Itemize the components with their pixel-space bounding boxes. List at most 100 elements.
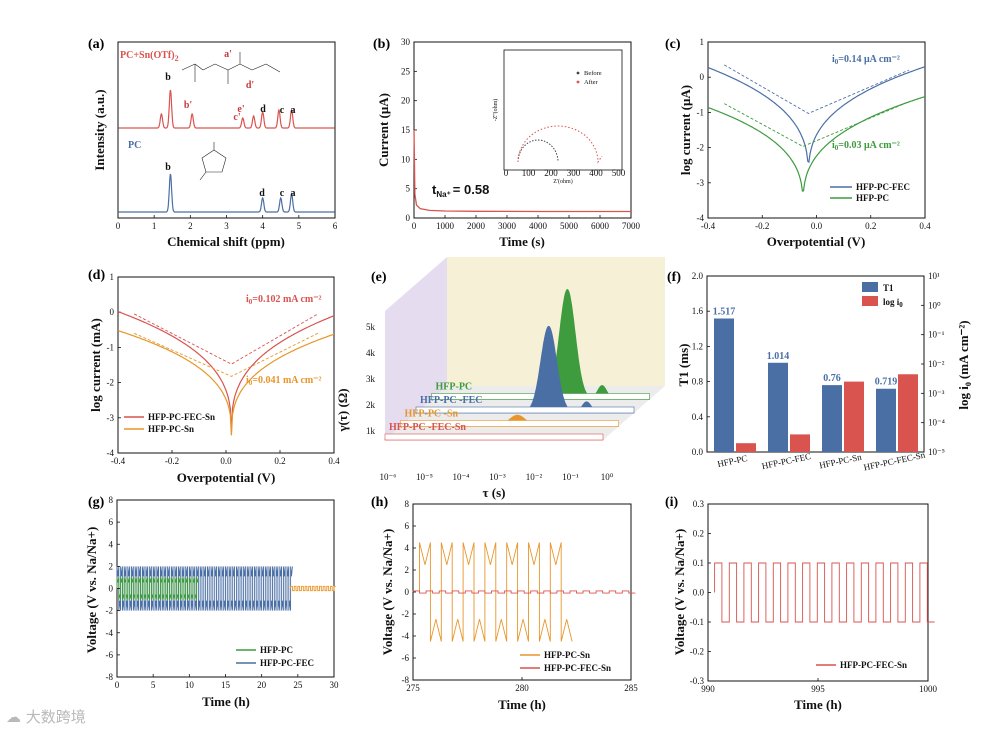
panel-d-x-tick-label: -0.4 [111, 456, 126, 466]
panel-b-x-tick-label: 0 [412, 221, 417, 231]
cloud-icon: ☁ [6, 708, 21, 726]
panel-d-tafel: (d) -0.4 -0.2 0.0 0.2 0.4 -4 -3 -2 -1 0 1 Overpote… [88, 268, 340, 485]
panel-i-y-tick-label: 0.1 [693, 558, 704, 568]
panel-h-y-tick-label: -4 [402, 631, 410, 641]
panel-a-nmr: (a) 0 1 2 3 4 5 6 Chemical shift (ppm) Intensi… [88, 37, 338, 249]
panel-i-y-tick-label: -0.3 [690, 676, 705, 686]
panel-a-series-pc-label: PC [128, 140, 141, 151]
series-hfp-pc-fec-sn [117, 311, 335, 432]
panel-g-y-tick-label: 0 [109, 584, 114, 594]
panel-e-x-tick-label: 10⁰ [601, 472, 614, 482]
panel-a-frame [117, 41, 336, 219]
panel-a-x-tick-label: 2 [188, 221, 193, 231]
legend-hfp-pc-sn: HFP-PC-Sn [148, 424, 194, 434]
inset-x-tick-label: 0 [504, 168, 509, 178]
panel-a-x-tick-label: 5 [297, 221, 302, 231]
panel-f-y-tick-label: 0.8 [692, 377, 704, 387]
panel-e-ylabel: γ(τ) (Ω) [335, 388, 350, 432]
panel-g-x-tick-label: 0 [115, 680, 120, 690]
panel-i-frame [707, 503, 929, 682]
panel-c-annotation-pc: i0=0.03 μA cm⁻² [832, 140, 900, 152]
panel-c-x-tick-label: 0.4 [919, 221, 931, 231]
panel-c-y-tick-label: -1 [697, 107, 705, 117]
panel-g-xlabel: Time (h) [202, 694, 250, 709]
log-i0-bar [736, 443, 756, 452]
panel-d-annotation-fec-sn: i0=0.102 mA cm⁻² [246, 294, 322, 306]
t1-bar-label: 1.517 [713, 307, 736, 318]
panel-e-x-tick-label: 10⁻³ [489, 472, 506, 482]
panel-b-x-tick-label: 7000 [622, 221, 641, 231]
legend-i-hfp-pc-fec-sn: HFP-PC-FEC-Sn [840, 660, 907, 670]
panel-d-y-tick-label: -1 [107, 342, 115, 352]
series-h-hfp-pc-fec-sn [412, 590, 636, 594]
panel-c-x-tick-label: 0.2 [865, 221, 876, 231]
panel-a-x-tick-label: 6 [333, 221, 338, 231]
panel-a-peak-label: b [165, 72, 171, 83]
panel-h-y-tick-label: 0 [405, 587, 410, 597]
series-i-hfp-pc-fec-sn [714, 562, 935, 623]
panel-g-x-tick-label: 20 [257, 680, 267, 690]
panel-g-y-tick-label: 2 [109, 561, 114, 571]
panel-h-cycling: (h) 275 280 285 -8 -6 -4 -2 0 2 4 6 8 Time (h) Volt… [371, 495, 638, 712]
panel-h-x-tick-label: 275 [406, 683, 420, 693]
panel-e-y-tick-label: 5k [366, 322, 376, 332]
panel-i-x-tick-label: 1000 [919, 684, 938, 694]
series-pc-sn-otf [118, 89, 335, 129]
inset-frame [503, 49, 623, 171]
drt-back-wall [447, 257, 665, 386]
panel-f-x-tick-label: HFP-PC-FEC [761, 451, 812, 471]
panel-b-label: (b) [373, 37, 390, 52]
inset-legend-after-marker [576, 80, 580, 84]
panel-e-x-tick-label: 10⁻⁴ [453, 472, 470, 482]
watermark-text: 大数跨境 [25, 708, 86, 726]
panel-e-x-tick-label: 10⁻² [526, 472, 543, 482]
panel-g-cycling: (g) 0 5 10 15 20 25 30 -8 -6 -4 -2 0 2 4 6 8 Time (h) V… [84, 495, 339, 709]
panel-f-label: (f) [667, 270, 681, 285]
panel-b-y-tick-label: 5 [406, 184, 411, 194]
molecule-sn-structure [181, 52, 281, 84]
legend-pc-sn-otf: PC+Sn(OTf)2 [120, 50, 179, 63]
panel-h-y-tick-label: 6 [405, 521, 410, 531]
panel-g-x-tick-label: 5 [151, 680, 156, 690]
panel-e-xlabel: τ (s) [483, 485, 506, 500]
panel-c-ylabel: log current (μA) [678, 85, 693, 175]
tangent-hfp-pc-fec-sn [133, 313, 319, 365]
panel-c-y-tick-label: -2 [697, 143, 705, 153]
series-hfp-pc [707, 96, 926, 192]
inset-x-tick-label: 100 [522, 168, 536, 178]
panel-i-x-tick-label: 990 [701, 684, 715, 694]
t1-bar-label: 0.76 [823, 373, 841, 384]
panel-h-y-tick-label: 2 [405, 565, 410, 575]
panel-i-legend: HFP-PC-FEC-Sn [816, 660, 907, 670]
panel-a-label: (a) [88, 37, 105, 52]
panel-a-peak-label: b' [184, 100, 193, 111]
inset-x-tick-label: 500 [612, 168, 626, 178]
panel-a-x-tick-label: 0 [116, 221, 121, 231]
panel-b-x-tick-label: 4000 [529, 221, 548, 231]
panel-g-ylabel: Voltage (V vs. Na/Na+) [84, 527, 99, 654]
panel-g-x-tick-label: 10 [185, 680, 195, 690]
panel-e-x-tick-label: 10⁻⁶ [380, 472, 397, 482]
panel-i-ylabel: Voltage (V vs. Na/Na+) [672, 529, 687, 656]
panel-d-y-tick-label: 0 [110, 307, 115, 317]
log-i0-bar [844, 381, 864, 452]
panel-f-x-tick-label: HFP-PC-Sn [818, 452, 863, 471]
panel-g-y-tick-label: 8 [109, 495, 114, 505]
panel-b-transference: tNa⁺ = 0.58 [432, 182, 489, 199]
legend-t1-swatch [862, 282, 878, 292]
panel-f-x-tick-label: HFP-PC [716, 453, 748, 469]
panel-a-peak-label: c' [233, 112, 240, 123]
panel-d-y-tick-label: 1 [110, 272, 115, 282]
panel-h-y-tick-label: -8 [402, 675, 410, 685]
panel-h-label: (h) [371, 495, 388, 510]
inset-ylabel: -Z''(ohm) [492, 99, 499, 122]
panel-d-xlabel: Overpotential (V) [177, 470, 276, 485]
panel-d-legend: HFP-PC-FEC-Sn HFP-PC-Sn [124, 412, 215, 434]
panel-g-x-tick-label: 15 [221, 680, 231, 690]
panel-a-peak-label: a' [224, 49, 232, 60]
panel-e-y-tick-label: 1k [366, 426, 376, 436]
panel-c-x-tick-label: -0.2 [755, 221, 769, 231]
panel-a-peak-label: a [291, 188, 296, 199]
tangent-hfp-pc-sn [134, 332, 319, 377]
legend-hfp-pc-fec: HFP-PC-FEC [856, 182, 910, 192]
